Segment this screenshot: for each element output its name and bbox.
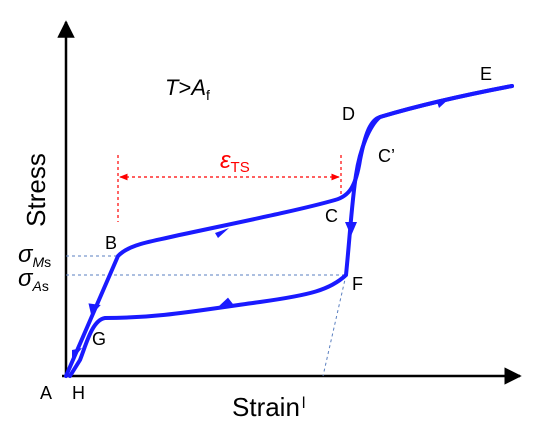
arrow-ab: [88, 303, 101, 316]
point-c-prime-label: C’: [378, 146, 395, 166]
af-symbol: A: [189, 75, 206, 100]
x-axis-label-text: Strain: [232, 392, 300, 422]
point-b-label: B: [105, 233, 117, 253]
sigma-as-sub-a: A: [31, 278, 41, 294]
point-d-label: D: [342, 104, 355, 124]
point-c-label: C: [325, 206, 338, 226]
sigma-as-label: σAs: [18, 265, 49, 294]
unloading-curve: [68, 84, 514, 378]
point-a-label: A: [40, 383, 52, 403]
sigma-as-sub-s: s: [42, 278, 49, 294]
point-f-label: F: [352, 274, 363, 294]
arrow-fg: [219, 297, 233, 306]
sigma-ms-symbol: σ: [18, 241, 34, 268]
point-g-label: G: [92, 329, 106, 349]
strain-tick-label: l: [302, 395, 306, 412]
arrow-de: [437, 97, 451, 108]
temperature-condition: T>Af: [165, 75, 210, 103]
arrow-gh: [72, 348, 82, 360]
temperature-symbol: T: [165, 75, 180, 100]
transformation-strain-label: εTS: [220, 147, 250, 176]
gt-symbol: >: [178, 75, 191, 100]
ets-subscript: TS: [231, 159, 250, 176]
sigma-as-symbol: σ: [18, 265, 34, 292]
epsilon-symbol: ε: [220, 147, 231, 174]
sigma-ms-sub-m: M: [32, 254, 44, 270]
point-e-label: E: [480, 64, 492, 84]
arrow-bc: [215, 228, 229, 238]
arrow-cf: [345, 222, 357, 236]
sigma-ms-label: σMs: [18, 241, 51, 270]
sigma-ms-sub-s: s: [44, 254, 51, 270]
y-axis-label: Stress: [21, 153, 51, 227]
x-axis-label: Strain l: [232, 392, 305, 422]
point-h-label: H: [72, 383, 85, 403]
unloading-guide: [322, 274, 347, 377]
loading-curve: [64, 84, 514, 378]
af-subscript: f: [206, 87, 210, 103]
